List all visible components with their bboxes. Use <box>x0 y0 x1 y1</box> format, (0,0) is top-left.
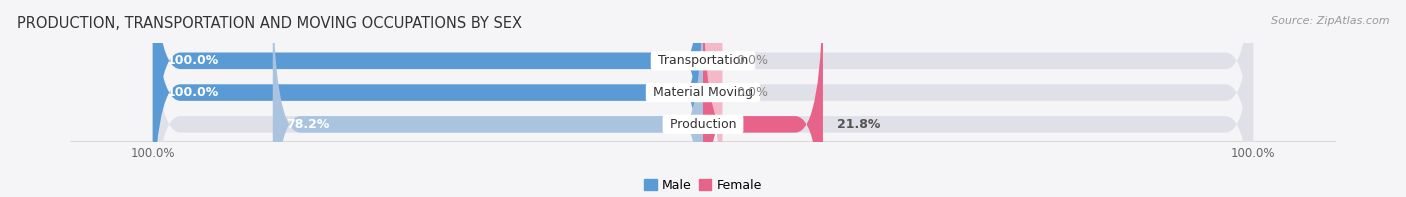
Text: 100.0%: 100.0% <box>166 86 219 99</box>
FancyBboxPatch shape <box>695 0 731 197</box>
FancyBboxPatch shape <box>703 0 823 197</box>
FancyBboxPatch shape <box>153 0 1253 197</box>
Text: PRODUCTION, TRANSPORTATION AND MOVING OCCUPATIONS BY SEX: PRODUCTION, TRANSPORTATION AND MOVING OC… <box>17 16 522 31</box>
Text: Source: ZipAtlas.com: Source: ZipAtlas.com <box>1271 16 1389 26</box>
FancyBboxPatch shape <box>273 0 703 197</box>
FancyBboxPatch shape <box>153 0 703 197</box>
Text: Transportation: Transportation <box>654 54 752 67</box>
Legend: Male, Female: Male, Female <box>640 174 766 197</box>
Text: 21.8%: 21.8% <box>837 118 880 131</box>
Text: 100.0%: 100.0% <box>166 54 219 67</box>
Text: Production: Production <box>666 118 740 131</box>
Text: 0.0%: 0.0% <box>735 86 768 99</box>
Text: Material Moving: Material Moving <box>650 86 756 99</box>
Text: 0.0%: 0.0% <box>735 54 768 67</box>
FancyBboxPatch shape <box>153 0 1253 197</box>
FancyBboxPatch shape <box>695 0 731 197</box>
Text: 78.2%: 78.2% <box>287 118 330 131</box>
FancyBboxPatch shape <box>153 0 1253 197</box>
FancyBboxPatch shape <box>153 0 703 197</box>
